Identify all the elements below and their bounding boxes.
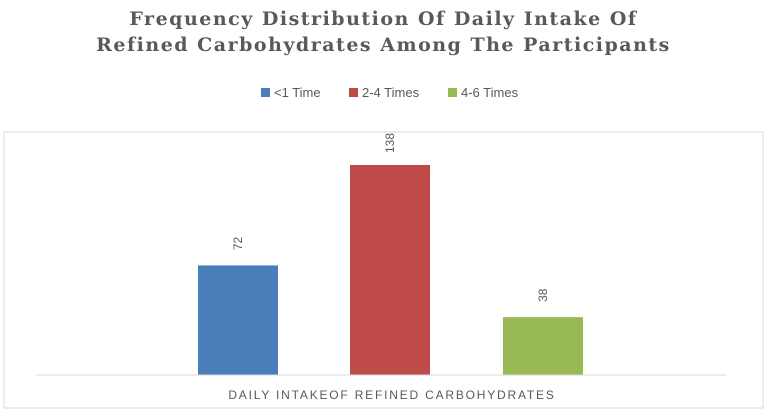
bar-4-6-times — [503, 317, 583, 375]
chart-title: Frequency Distribution Of Daily Intake O… — [0, 6, 767, 58]
legend-label-4-6-times: 4-6 Times — [461, 85, 519, 100]
legend-swatch-4-6-times — [448, 88, 457, 97]
data-label-4-6-times: 38 — [536, 288, 550, 302]
x-axis-title: DAILY INTAKEOF REFINED CARBOHYDRATES — [228, 388, 555, 402]
legend: <1 Time 2-4 Times 4-6 Times — [261, 85, 519, 100]
data-label-2-4-times: 138 — [383, 133, 397, 153]
chart-title-line-2: Refined Carbohydrates Among The Particip… — [96, 34, 671, 56]
chart-title-line-1: Frequency Distribution Of Daily Intake O… — [129, 8, 638, 30]
bar-1-time — [198, 265, 278, 375]
legend-swatch-2-4-times — [349, 88, 358, 97]
legend-label-1-time: <1 Time — [274, 85, 321, 100]
chart-border — [3, 131, 764, 409]
bars: 72 138 38 — [198, 133, 583, 375]
bar-2-4-times — [350, 165, 430, 375]
legend-label-2-4-times: 2-4 Times — [362, 85, 420, 100]
data-label-1-time: 72 — [231, 236, 245, 250]
legend-swatch-1-time — [261, 88, 270, 97]
